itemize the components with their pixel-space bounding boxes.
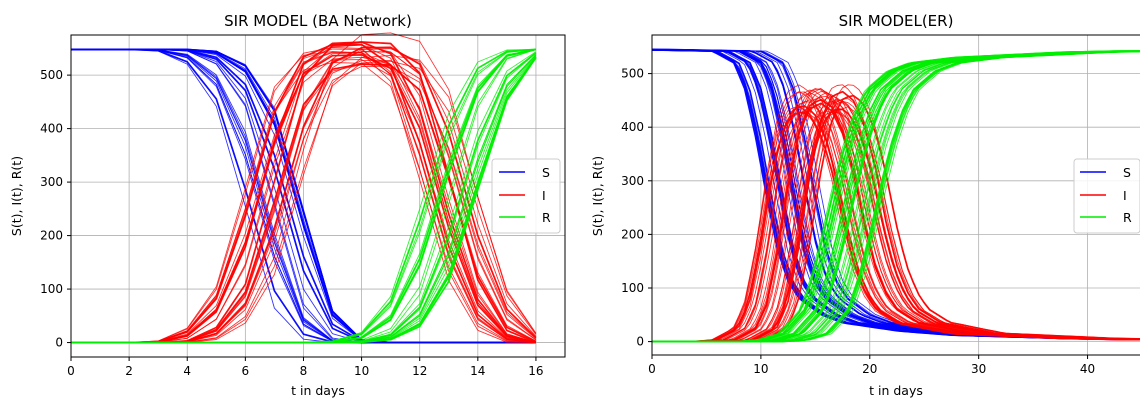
legend-label-i-ba: I	[542, 188, 546, 203]
panel-er: SIR MODEL(ER) 0 10 20 30 40 0 100 200 300 400 500…	[590, 12, 1140, 398]
legend-box-er	[1073, 158, 1140, 234]
x-tick-label-er: 20	[862, 362, 877, 376]
legend-label-r-ba: R	[542, 210, 551, 225]
y-tick-label-ba: 300	[40, 175, 63, 189]
chart-title-ba: SIR MODEL (BA Network)	[224, 12, 412, 30]
series-er	[651, 48, 1140, 343]
legend-er: S I R	[1073, 158, 1140, 234]
x-axis-label-er: t in days	[869, 383, 923, 398]
series-line-s-ba	[71, 48, 536, 344]
x-tick-label-ba: 10	[354, 364, 369, 378]
x-tick-label-ba: 8	[300, 364, 308, 378]
x-tick-label-ba: 16	[528, 364, 543, 378]
plot-frame-ba	[70, 34, 566, 358]
x-tick-label-ba: 4	[183, 364, 191, 378]
y-tick-label-ba: 200	[40, 229, 63, 243]
y-ticks-ba: 0 100 200 300 400 500	[40, 68, 71, 350]
x-tick-label-er: 30	[971, 362, 986, 376]
y-tick-label-ba: 0	[55, 336, 63, 350]
plot-frame-er	[651, 34, 1140, 356]
series-ba	[71, 32, 537, 344]
y-tick-label-ba: 400	[40, 122, 63, 136]
y-axis-label-ba: S(t), I(t), R(t)	[9, 156, 24, 236]
series-line-r-er	[652, 50, 1140, 343]
y-tick-label-er: 200	[621, 227, 644, 241]
y-axis-label-er: S(t), I(t), R(t)	[590, 156, 605, 236]
x-tick-label-ba: 2	[125, 364, 133, 378]
y-ticks-er: 0 100 200 300 400 500	[621, 67, 652, 349]
y-tick-label-er: 100	[621, 281, 644, 295]
series-line-i-er	[652, 88, 1140, 343]
panel-ba-network: SIR MODEL (BA Network) 0 2 4 6 8 10 12 14 16 0 10…	[9, 12, 566, 398]
series-line-i-er	[652, 88, 1140, 343]
series-line-r-ba	[71, 48, 536, 344]
x-axis-label-ba: t in days	[291, 383, 345, 398]
chart-title-er: SIR MODEL(ER)	[839, 12, 954, 30]
y-tick-label-ba: 500	[40, 68, 63, 82]
x-tick-label-ba: 6	[242, 364, 250, 378]
y-tick-label-er: 300	[621, 174, 644, 188]
series-line-i-ba	[71, 51, 536, 344]
x-tick-label-ba: 0	[67, 364, 75, 378]
legend-ba: S I R	[491, 158, 561, 234]
x-tick-label-ba: 12	[412, 364, 427, 378]
legend-label-r-er: R	[1123, 210, 1132, 225]
y-tick-label-er: 400	[621, 120, 644, 134]
series-line-i-er	[652, 91, 1140, 343]
y-tick-label-ba: 100	[40, 282, 63, 296]
legend-box-ba	[491, 158, 561, 234]
x-tick-label-ba: 14	[470, 364, 485, 378]
x-tick-label-er: 40	[1080, 362, 1095, 376]
x-tick-label-er: 0	[648, 362, 656, 376]
y-tick-label-er: 500	[621, 67, 644, 81]
series-line-i-er	[652, 91, 1140, 343]
legend-label-s-ba: S	[542, 165, 550, 180]
x-tick-label-er: 10	[753, 362, 768, 376]
legend-label-s-er: S	[1123, 165, 1131, 180]
y-tick-label-er: 0	[636, 335, 644, 349]
legend-label-i-er: I	[1123, 188, 1127, 203]
x-ticks-er: 0 10 20 30 40	[648, 355, 1095, 376]
x-ticks-ba: 0 2 4 6 8 10 12 14 16	[67, 357, 544, 378]
series-line-i-er	[652, 88, 1140, 343]
